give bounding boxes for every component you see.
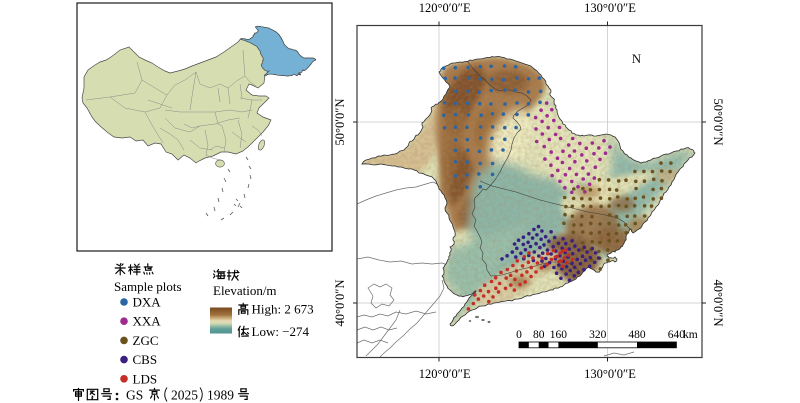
svg-text:CBS: CBS [133, 352, 158, 367]
svg-text:130°0′0″E: 130°0′0″E [584, 1, 636, 15]
svg-text:1989: 1989 [207, 388, 234, 403]
svg-text:LDS: LDS [133, 371, 158, 386]
svg-text:120°0′0″E: 120°0′0″E [419, 367, 471, 381]
svg-text:120°0′0″E: 120°0′0″E [419, 1, 471, 15]
svg-text:80: 80 [533, 329, 545, 341]
svg-text:2025: 2025 [171, 388, 198, 403]
svg-text:GS: GS [126, 388, 143, 403]
svg-text:640: 640 [668, 329, 686, 341]
svg-text:XXA: XXA [133, 314, 162, 329]
svg-text:480: 480 [628, 329, 646, 341]
svg-text:km: km [683, 329, 698, 341]
svg-text:N: N [632, 51, 642, 66]
svg-text:50°0′0″N: 50°0′0″N [333, 99, 347, 146]
svg-text:Low: −274: Low: −274 [252, 324, 310, 339]
svg-text:40°0′0″N: 40°0′0″N [711, 280, 725, 327]
svg-text:40°0′0″N: 40°0′0″N [333, 280, 347, 327]
svg-text:160: 160 [550, 329, 568, 341]
svg-text:DXA: DXA [133, 295, 162, 310]
svg-text:ZGC: ZGC [133, 333, 159, 348]
svg-text:320: 320 [589, 329, 607, 341]
svg-text:Elevation/m: Elevation/m [213, 283, 277, 298]
svg-text:130°0′0″E: 130°0′0″E [584, 367, 636, 381]
svg-text:High: 2 673: High: 2 673 [252, 302, 314, 317]
svg-text:0: 0 [516, 329, 522, 341]
svg-text:50°0′0″N: 50°0′0″N [711, 99, 725, 146]
svg-text:Sample plots: Sample plots [114, 279, 182, 294]
